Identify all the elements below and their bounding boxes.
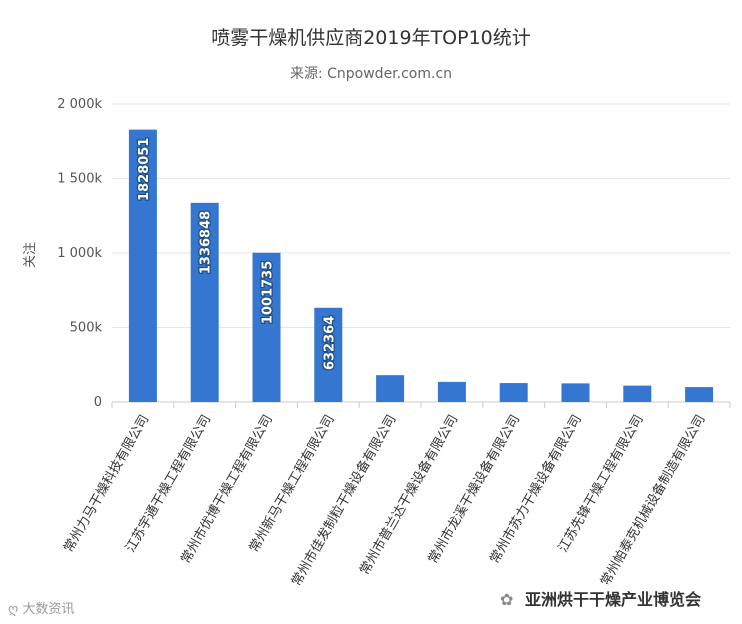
- y-axis-ticks: 0 500k 1 000k 1 500k 2 000k: [57, 97, 102, 410]
- bar: [561, 383, 590, 402]
- y-tick-label: 0: [94, 395, 102, 410]
- bar: [437, 381, 466, 402]
- chart-subtitle: 来源: Cnpowder.com.cn: [290, 66, 452, 82]
- bar: [376, 375, 405, 402]
- bar: [314, 307, 343, 402]
- y-tick-label: 1 000k: [57, 246, 102, 261]
- data-label: 1001735: [261, 261, 276, 324]
- source-watermark-right: ✿ 亚洲烘干干燥产业博览会: [494, 584, 707, 612]
- source-watermark-left: ღ 大数资讯: [8, 598, 74, 617]
- watermark-right-text: 亚洲烘干干燥产业博览会: [524, 590, 701, 609]
- chart-title: 喷雾干燥机供应商2019年TOP10统计: [211, 27, 531, 49]
- data-label: 1828051: [137, 138, 152, 201]
- data-label: 632364: [322, 316, 337, 370]
- bar: [252, 252, 281, 402]
- weibo-icon: ღ: [8, 602, 19, 617]
- bar: [623, 385, 652, 402]
- data-label: 1336848: [199, 211, 214, 274]
- bars: 1828051 1336848 1001735 632364: [128, 129, 714, 402]
- wechat-icon: ✿: [500, 590, 514, 609]
- x-axis-labels: 常州力马干燥科技有限公司江苏宇通干燥工程有限公司常州市优博干燥工程有限公司常州新…: [61, 402, 731, 589]
- bar: [685, 387, 714, 402]
- y-tick-label: 1 500k: [57, 172, 102, 187]
- bar: [499, 383, 528, 402]
- watermark-left-text: 大数资讯: [22, 602, 75, 617]
- bar: [190, 202, 219, 402]
- y-tick-label: 500k: [70, 321, 103, 336]
- x-category-label: 常州帕泰克机械设备制造有限公司: [597, 412, 708, 589]
- x-category-label: 常州市佳发制粒干燥设备有限公司: [288, 412, 399, 589]
- y-axis-label: 关注: [23, 242, 38, 268]
- y-tick-label: 2 000k: [57, 97, 102, 112]
- bar: [128, 129, 157, 402]
